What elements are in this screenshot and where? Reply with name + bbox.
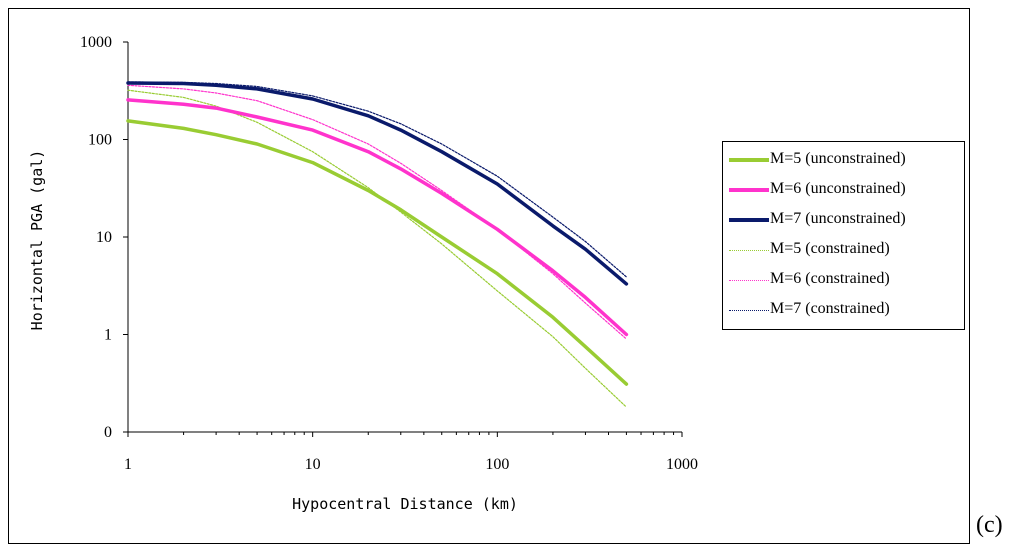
- y-tick-label: 1000: [80, 34, 112, 51]
- legend-label: M=7 (unconstrained): [770, 210, 906, 227]
- legend-swatch: [729, 310, 769, 311]
- y-axis-label: Horizontal PGA (gal): [28, 150, 46, 331]
- legend-label: M=6 (unconstrained): [770, 180, 906, 197]
- chart-series-layer: [126, 81, 629, 408]
- panel-label: (c): [976, 512, 1003, 538]
- series-line-m-7-constrained: [127, 81, 628, 278]
- legend-label: M=7 (constrained): [770, 300, 890, 317]
- y-tick-label: 1: [104, 327, 112, 344]
- legend-swatch: [729, 218, 769, 222]
- legend-label: M=5 (unconstrained): [770, 150, 906, 167]
- y-tick-label: 0: [104, 424, 112, 441]
- chart-legend: M=5 (unconstrained) M=6 (unconstrained) M=…: [722, 141, 965, 330]
- series-line-m-6-constrained: [127, 84, 628, 340]
- legend-swatch: [729, 188, 769, 192]
- y-tick-label: 10: [96, 229, 112, 246]
- legend-swatch: [729, 280, 769, 281]
- legend-label: M=5 (constrained): [770, 240, 890, 257]
- legend-swatch: [729, 250, 769, 251]
- x-tick-label: 1000: [666, 456, 698, 473]
- legend-item: M=6 (constrained): [723, 268, 964, 292]
- x-tick-label: 100: [485, 456, 509, 473]
- legend-swatch: [729, 158, 769, 162]
- legend-item: M=7 (constrained): [723, 298, 964, 322]
- y-tick-label: 100: [88, 132, 112, 149]
- series-line-m-7-unconstrained: [126, 81, 629, 286]
- series-line-m-5-constrained: [127, 89, 628, 408]
- legend-label: M=6 (constrained): [770, 270, 890, 287]
- x-tick-label: 1: [124, 456, 132, 473]
- legend-item: M=5 (unconstrained): [723, 148, 964, 172]
- series-line-m-6-unconstrained: [126, 98, 629, 337]
- legend-item: M=5 (constrained): [723, 238, 964, 262]
- series-line-m-5-unconstrained: [126, 119, 629, 386]
- x-axis-label: Hypocentral Distance (km): [292, 495, 518, 513]
- x-tick-label: 10: [305, 456, 321, 473]
- legend-item: M=6 (unconstrained): [723, 178, 964, 202]
- legend-item: M=7 (unconstrained): [723, 208, 964, 232]
